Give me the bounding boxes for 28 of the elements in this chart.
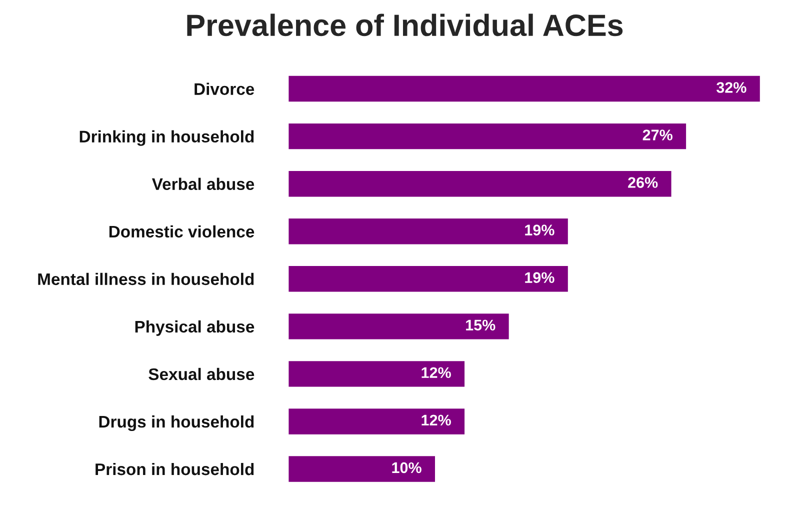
bar — [288, 454, 436, 484]
bar — [288, 312, 510, 341]
data-label: 12% — [422, 414, 451, 426]
data-label: 15% — [466, 320, 496, 331]
bar — [288, 407, 466, 436]
bar — [288, 360, 466, 388]
data-label: 27% — [642, 130, 672, 140]
bar — [288, 170, 673, 198]
y-tick-label: Drinking in household — [80, 130, 254, 146]
bar — [288, 264, 570, 294]
bar — [288, 217, 570, 246]
bar — [288, 74, 762, 104]
y-tick-label: Divorce — [194, 82, 254, 95]
data-label: 26% — [628, 177, 658, 188]
y-tick-label: Prison in household — [96, 462, 254, 476]
data-label: 19% — [525, 224, 554, 236]
y-tick-label: Domestic violence — [109, 225, 254, 238]
y-tick-label: Physical abuse — [135, 320, 254, 336]
bar — [288, 122, 688, 151]
y-tick-label: Verbal abuse — [152, 178, 254, 190]
data-label: 32% — [716, 82, 746, 93]
y-tick-label: Mental illness in household — [38, 272, 254, 286]
y-tick-label: Drugs in household — [99, 415, 254, 432]
data-label: 19% — [525, 272, 554, 283]
data-label: 12% — [422, 367, 451, 378]
y-tick-label: Sexual abuse — [148, 368, 254, 380]
chart-title: Prevalence of Individual ACEs — [187, 14, 623, 36]
data-label: 10% — [392, 462, 422, 474]
